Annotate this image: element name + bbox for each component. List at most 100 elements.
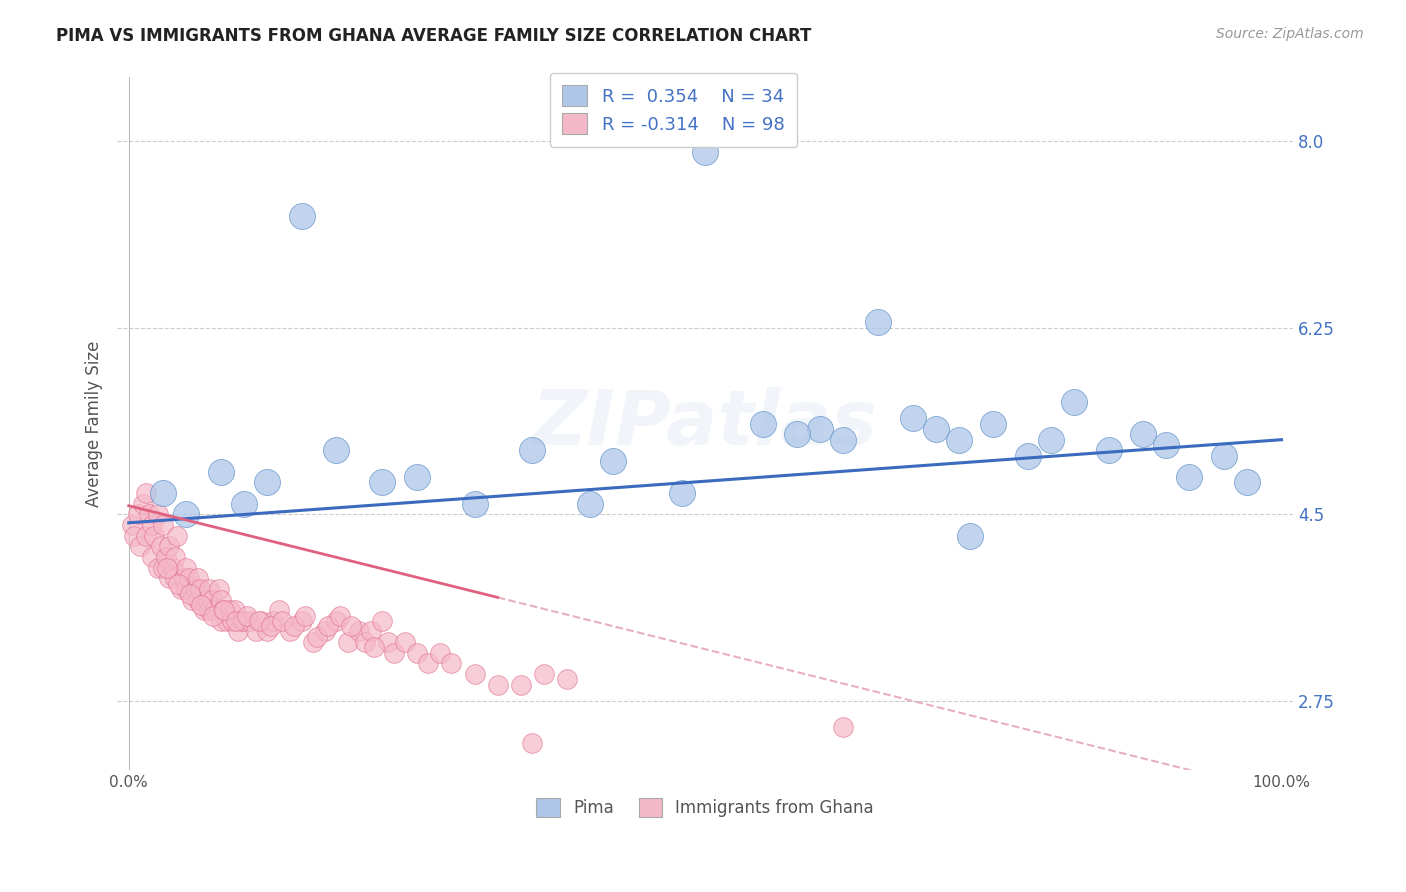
Point [363, 640, 385, 655]
Point [1178, 470, 1201, 484]
Point [152, 517, 174, 532]
Point [209, 465, 232, 479]
Point [464, 497, 486, 511]
Point [146, 560, 169, 574]
Point [533, 667, 555, 681]
Point [262, 614, 284, 628]
Point [169, 582, 191, 596]
Point [162, 560, 184, 574]
Point [329, 608, 352, 623]
Point [325, 443, 347, 458]
Point [382, 646, 405, 660]
Point [163, 571, 186, 585]
Point [188, 582, 211, 596]
Point [509, 678, 531, 692]
Point [156, 560, 179, 574]
Point [155, 549, 177, 564]
Point [124, 528, 146, 542]
Point [1097, 443, 1119, 458]
Point [440, 657, 463, 671]
Point [250, 614, 273, 628]
Point [693, 145, 716, 159]
Point [259, 619, 281, 633]
Point [157, 539, 180, 553]
Point [429, 646, 451, 660]
Point [135, 486, 157, 500]
Point [127, 508, 149, 522]
Point [1236, 475, 1258, 490]
Point [1154, 438, 1177, 452]
Point [141, 517, 163, 532]
Point [832, 720, 855, 734]
Point [271, 614, 294, 628]
Point [152, 486, 174, 500]
Point [464, 667, 486, 681]
Point [198, 582, 221, 596]
Point [302, 635, 325, 649]
Point [579, 497, 602, 511]
Point [141, 549, 163, 564]
Point [215, 614, 238, 628]
Point [179, 587, 201, 601]
Point [201, 592, 224, 607]
Point [256, 475, 278, 490]
Point [1212, 449, 1234, 463]
Point [1063, 395, 1085, 409]
Y-axis label: Average Family Size: Average Family Size [86, 341, 103, 507]
Point [278, 624, 301, 639]
Point [866, 316, 889, 330]
Point [340, 619, 363, 633]
Point [193, 603, 215, 617]
Point [486, 678, 509, 692]
Point [671, 486, 693, 500]
Point [291, 614, 314, 628]
Point [360, 624, 382, 639]
Point [924, 422, 946, 436]
Point [176, 560, 198, 574]
Point [190, 598, 212, 612]
Point [224, 603, 246, 617]
Point [418, 657, 440, 671]
Point [283, 619, 305, 633]
Point [349, 624, 371, 639]
Point [325, 614, 347, 628]
Point [239, 614, 262, 628]
Point [212, 603, 235, 617]
Point [233, 614, 256, 628]
Point [1039, 433, 1062, 447]
Point [219, 603, 242, 617]
Point [187, 592, 209, 607]
Point [184, 582, 207, 596]
Point [1132, 427, 1154, 442]
Point [406, 470, 429, 484]
Point [394, 635, 416, 649]
Point [209, 614, 232, 628]
Point [981, 417, 1004, 431]
Point [316, 619, 339, 633]
Point [138, 508, 160, 522]
Point [901, 411, 924, 425]
Point [808, 422, 831, 436]
Point [522, 736, 544, 750]
Point [1017, 449, 1039, 463]
Point [187, 571, 209, 585]
Point [231, 614, 253, 628]
Point [201, 608, 224, 623]
Text: PIMA VS IMMIGRANTS FROM GHANA AVERAGE FAMILY SIZE CORRELATION CHART: PIMA VS IMMIGRANTS FROM GHANA AVERAGE FA… [56, 27, 811, 45]
Point [208, 582, 231, 596]
Point [157, 571, 180, 585]
Point [166, 528, 188, 542]
Point [226, 624, 249, 639]
Point [267, 603, 290, 617]
Point [291, 209, 314, 223]
Point [948, 433, 970, 447]
Point [152, 560, 174, 574]
Point [121, 517, 143, 532]
Point [314, 624, 336, 639]
Point [181, 592, 204, 607]
Point [173, 571, 195, 585]
Point [176, 582, 198, 596]
Point [233, 497, 256, 511]
Point [522, 443, 544, 458]
Point [371, 614, 394, 628]
